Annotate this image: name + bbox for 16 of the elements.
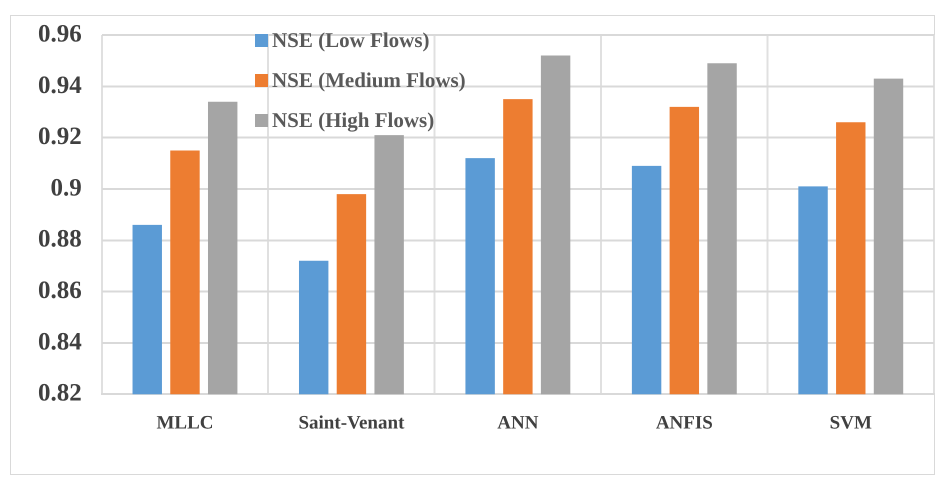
y-tick-label: 0.94 — [38, 72, 82, 99]
y-tick-label: 0.96 — [38, 20, 82, 48]
legend-label: NSE (Medium Flows) — [272, 68, 466, 92]
x-tick-label: ANFIS — [656, 412, 713, 434]
x-tick-label: MLLC — [156, 412, 214, 434]
legend-label: NSE (Low Flows) — [272, 28, 430, 52]
x-tick-label: ANN — [497, 412, 539, 434]
y-tick-label: 0.92 — [38, 123, 82, 150]
y-tick-label: 0.86 — [38, 277, 82, 304]
y-tick-label: 0.88 — [38, 226, 82, 253]
y-tick-label: 0.82 — [38, 380, 82, 407]
legend-label: NSE (High Flows) — [272, 108, 434, 132]
y-tick-label: 0.84 — [38, 328, 82, 356]
x-tick-label: SVM — [830, 412, 872, 434]
x-tick-label: Saint-Venant — [298, 412, 406, 434]
y-tick-label: 0.9 — [50, 174, 82, 202]
